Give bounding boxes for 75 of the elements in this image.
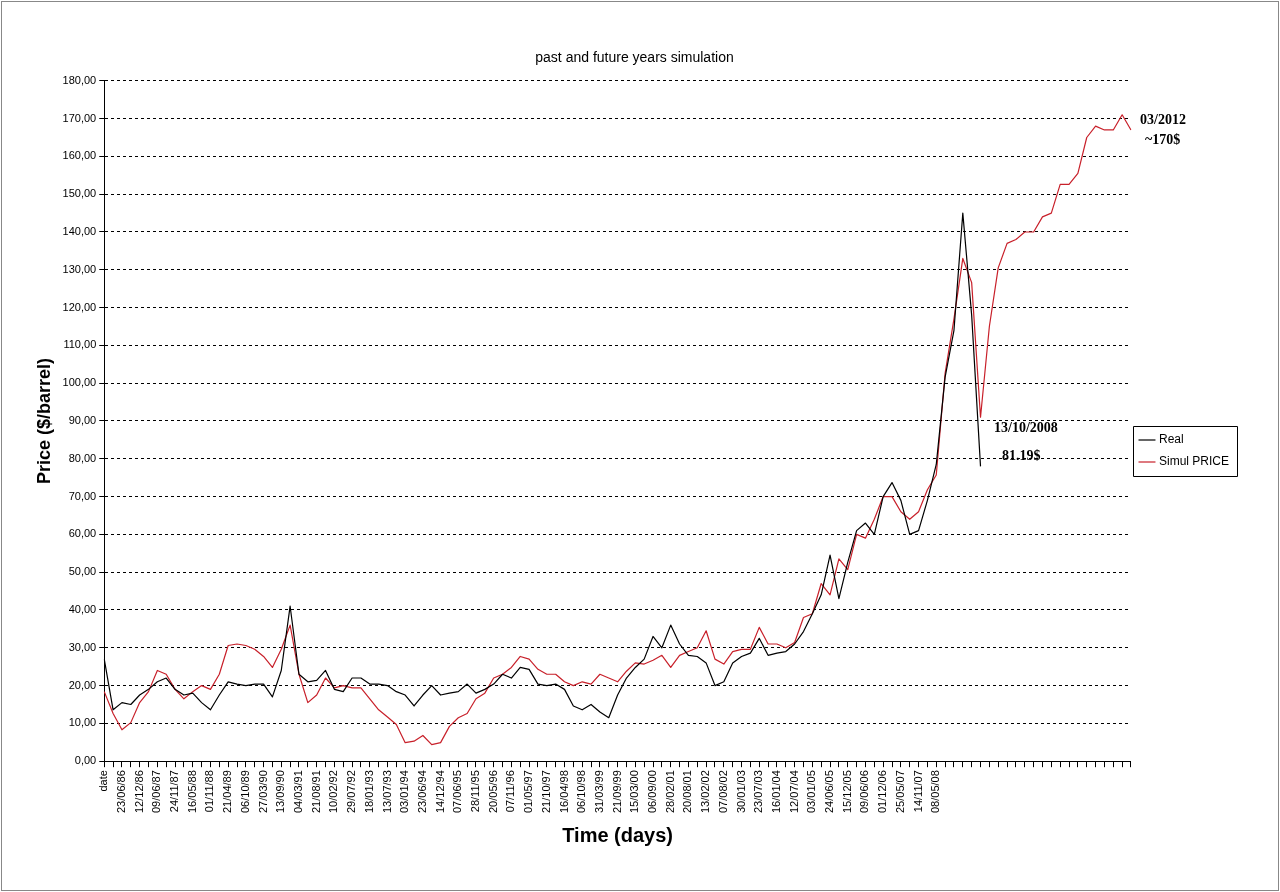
y-axis-title: Price ($/barrel) [33,357,54,485]
y-tick-label: 180,00 [62,73,97,86]
y-tick-label: 100,00 [62,376,97,389]
text: 03/2012 [1140,111,1186,127]
legend-label: Real [1158,432,1184,447]
y-tick-label: 50,00 [68,565,97,578]
x-tick-label: 18/01/93 [362,770,375,814]
x-tick-label: 15/03/00 [628,770,641,814]
y-tick-label: 110,00 [63,338,97,351]
legend-label: Simul PRICE [1158,454,1229,469]
x-tick-label: 29/07/92 [345,770,358,814]
x-tick-label: 21/04/89 [221,770,234,814]
x-tick-label: 01/05/97 [522,770,535,814]
x-tick-label: 21/08/91 [309,770,322,814]
annotation: 13/10/2008 [994,419,1058,435]
x-tick-label: 03/01/94 [398,770,411,814]
x-tick-label: 06/09/00 [646,770,659,814]
x-tick-label: 01/11/88 [203,770,216,813]
x-tick-label: 16/05/88 [185,770,198,814]
x-tick-label: 07/11/96 [504,770,517,813]
x-tick-label: 13/09/90 [274,770,287,814]
x-tick-label: 16/04/98 [557,770,570,814]
x-tick-label: 27/03/90 [256,770,269,814]
x-tick-label: 07/06/95 [451,770,464,814]
x-tick-label: 12/07/04 [787,770,800,814]
x-tick-label: 16/01/04 [769,770,782,814]
x-tick-label: 03/01/05 [805,770,818,814]
x-tick-label: 14/11/07 [911,770,924,813]
y-tick-label: 10,00 [68,716,97,729]
x-tick-label: 28/11/95 [469,770,482,813]
y-tick-label: 160,00 [62,149,97,162]
x-tick-label: 21/10/97 [539,770,552,814]
x-tick-label: 21/09/99 [610,770,623,814]
y-tick-label: 30,00 [68,640,97,653]
x-tick-label: 31/03/99 [592,770,605,814]
x-tick-label: 14/12/94 [433,770,446,814]
y-tick-label: 70,00 [68,489,97,502]
y-tick-label: 90,00 [68,414,97,427]
text: ~170$ [1145,131,1181,147]
y-tick-label: 150,00 [62,187,97,200]
x-tick-label: 12/12/86 [132,770,145,814]
x-tick-label: 28/02/01 [663,770,676,814]
x-tick-label: 20/08/01 [681,770,694,814]
y-tick-label: 130,00 [62,262,97,275]
x-tick-label: 09/06/87 [150,770,163,814]
x-tick-label: 06/10/89 [238,770,251,814]
y-tick-label: 20,00 [68,678,97,691]
x-tick-label: 04/03/91 [292,770,304,814]
x-tick-label: 15/12/05 [840,770,853,814]
y-tick-label: 140,00 [62,225,97,238]
y-tick-label: 120,00 [62,300,97,313]
x-tick-label: 30/01/03 [734,770,747,814]
x-tick-label: 07/08/02 [716,770,729,814]
x-tick-label: 23/06/94 [415,770,428,814]
x-tick-label: 06/10/98 [575,770,588,814]
x-tick-label: 23/07/03 [752,770,765,814]
x-tick-label: 25/05/07 [893,770,906,814]
x-tick-label: 24/06/05 [823,770,836,814]
x-tick-label: 01/12/06 [876,770,889,814]
x-axis-title: Time (days) [562,823,674,846]
x-tick-label: 23/06/86 [114,770,127,814]
x-tick-label: 10/02/92 [327,770,340,814]
y-tick-label: 80,00 [68,451,97,464]
y-tick-label: 40,00 [68,603,97,616]
x-tick-label: 24/11/87 [168,770,181,813]
x-tick-label: 20/05/96 [486,770,499,814]
y-tick-label: 0,00 [74,754,97,767]
y-tick-label: 170,00 [62,111,97,124]
x-tick-label: 13/07/93 [380,770,393,814]
x-tick-label: 13/02/02 [699,770,712,814]
chart-title: past and future years simulation [535,49,734,66]
x-tick-label: date [97,770,110,792]
x-tick-label: 09/06/06 [858,770,871,814]
y-tick-label: 60,00 [68,527,97,540]
x-tick-label: 08/05/08 [929,770,942,814]
